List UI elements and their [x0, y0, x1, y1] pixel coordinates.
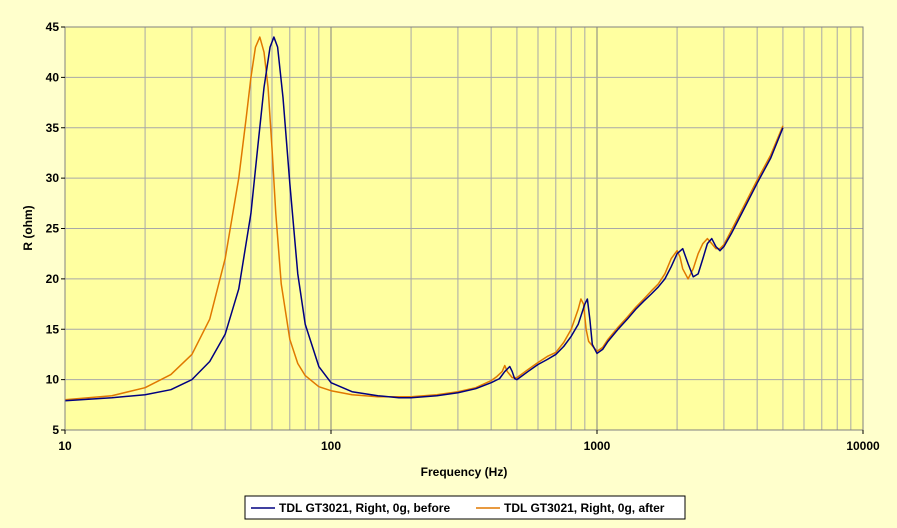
legend-label-before: TDL GT3021, Right, 0g, before: [279, 501, 450, 515]
legend-box: [244, 495, 686, 520]
y-tick-label: 35: [46, 121, 60, 135]
legend-label-after: TDL GT3021, Right, 0g, after: [504, 501, 665, 515]
y-tick-label: 15: [46, 322, 60, 336]
tick-layer: 5 10 15 20 25 30 35 40 45 10 100 1000 10000: [46, 20, 880, 453]
x-tick-label: 1000: [584, 439, 611, 453]
y-tick-label: 5: [52, 423, 59, 437]
y-tick-label: 40: [46, 70, 60, 84]
legend: TDL GT3021, Right, 0g, before TDL GT3021…: [244, 495, 686, 520]
x-tick-label: 100: [321, 439, 341, 453]
y-axis-title: R (ohm): [21, 205, 35, 250]
y-tick-label: 10: [46, 373, 60, 387]
y-tick-label: 45: [46, 20, 60, 34]
y-tick-label: 30: [46, 171, 60, 185]
grid-layer: [65, 27, 863, 430]
series-layer: [64, 36, 784, 402]
x-tick-label: 10000: [846, 439, 880, 453]
y-tick-label: 20: [46, 272, 60, 286]
y-tick-label: 25: [46, 222, 60, 236]
x-tick-label: 10: [58, 439, 72, 453]
series-line-before: [64, 36, 784, 402]
x-axis-title: Frequency (Hz): [421, 465, 508, 479]
